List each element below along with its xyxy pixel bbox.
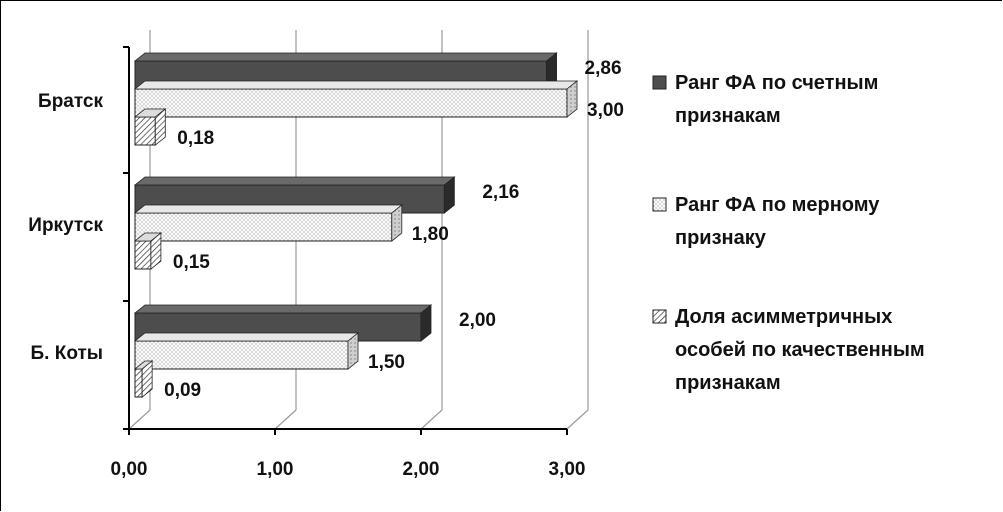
bar-top-face	[133, 304, 433, 314]
bar	[134, 88, 568, 118]
legend-label: особей по качественным	[675, 339, 925, 361]
legend-label: признакам	[675, 372, 781, 394]
bar	[134, 240, 152, 270]
bar	[134, 368, 143, 398]
data-label: 0,09	[164, 380, 201, 401]
bar-top-face	[133, 80, 579, 90]
data-label: 0,15	[173, 252, 210, 273]
gridline-floor	[420, 409, 443, 430]
bar-top-face	[133, 52, 558, 62]
bar-side-face	[566, 80, 578, 118]
bar-side-face	[347, 332, 359, 370]
data-label: 1,50	[368, 352, 405, 373]
x-tick-label: 2,00	[403, 459, 440, 480]
bar	[134, 116, 156, 146]
x-tick-label: 1,00	[257, 459, 294, 480]
bar-top-face	[133, 204, 403, 214]
legend-swatch	[652, 197, 667, 212]
data-label: 1,80	[412, 224, 449, 245]
x-tick-label: 0,00	[111, 459, 148, 480]
gridline-floor	[566, 409, 589, 430]
category-label: Иркутск	[28, 215, 103, 236]
legend-label: Ранг ФА по мерному	[675, 194, 880, 216]
bar	[134, 212, 393, 242]
gridline-floor	[128, 409, 151, 430]
category-label: Братск	[38, 91, 103, 112]
data-label: 3,00	[587, 100, 624, 121]
legend-swatch	[652, 75, 667, 90]
bar	[134, 340, 349, 370]
bars	[133, 52, 579, 398]
category-label: Б. Коты	[31, 343, 103, 364]
x-tick-label: 3,00	[549, 459, 586, 480]
bar-side-face	[391, 204, 403, 242]
data-label: 2,00	[459, 310, 496, 331]
legend-label: признаку	[675, 227, 767, 249]
data-labels: Братск 2,86 3,00 0,18 Иркутск 2,16 1,80 0,15 Б. …	[28, 58, 624, 401]
data-label: 2,16	[482, 182, 519, 203]
legend-swatch	[652, 309, 667, 324]
legend-label: Ранг ФА по счетным	[675, 72, 878, 94]
bar-top-face	[133, 332, 360, 342]
bar-side-face	[141, 360, 153, 398]
gridline-floor	[274, 409, 297, 430]
data-label: 2,86	[585, 58, 622, 79]
bar-side-face	[420, 304, 432, 342]
bar-top-face	[133, 176, 456, 186]
bar-side-face	[443, 176, 455, 214]
bar-side-face	[150, 232, 162, 270]
bar-side-face	[154, 108, 166, 146]
legend-label: признакам	[675, 105, 781, 127]
legend-label: Доля асимметричных	[675, 306, 892, 328]
axes: 0,00 1,00 2,00 3,00	[111, 46, 586, 480]
data-label: 0,18	[177, 128, 214, 149]
legend: Ранг ФА по счетным признакам Ранг ФА по ме…	[652, 72, 925, 394]
